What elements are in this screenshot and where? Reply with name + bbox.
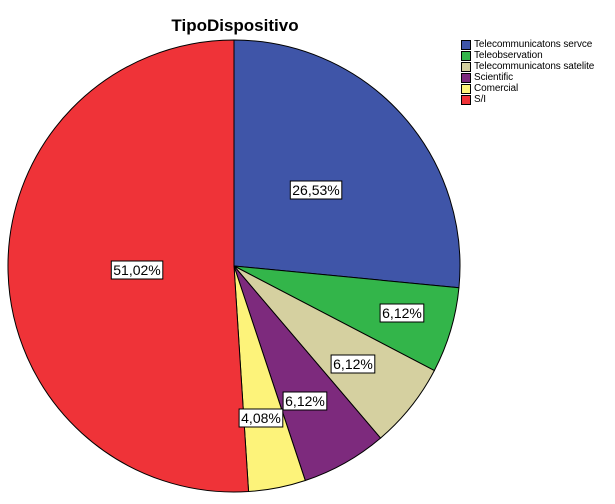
data-label: 51,02% xyxy=(110,260,164,280)
svg-text:26,53%: 26,53% xyxy=(292,182,339,198)
legend-entry: Telecommunicatons servce xyxy=(461,39,594,50)
legend-entry: Teleobservation xyxy=(461,50,594,61)
legend: Telecommunicatons servce Teleobservation T… xyxy=(461,39,594,105)
svg-text:6,12%: 6,12% xyxy=(382,305,422,321)
svg-text:4,08%: 4,08% xyxy=(241,410,281,426)
legend-swatch xyxy=(461,50,471,61)
legend-swatch xyxy=(461,72,471,83)
legend-swatch xyxy=(461,39,471,50)
legend-swatch xyxy=(461,83,471,94)
svg-text:51,02%: 51,02% xyxy=(113,262,160,278)
chart-title: TipoDispositivo xyxy=(171,16,299,35)
legend-label: Telecommunicatons satelite xyxy=(474,61,595,72)
legend-swatch xyxy=(461,94,471,105)
data-label: 6,12% xyxy=(282,391,328,411)
data-label: 6,12% xyxy=(379,303,425,323)
legend-label: Scientific xyxy=(474,72,514,83)
legend-label: Telecommunicatons servce xyxy=(474,39,593,50)
legend-entry: Comercial xyxy=(461,83,594,94)
legend-label: S/I xyxy=(474,94,486,105)
svg-text:6,12%: 6,12% xyxy=(285,393,325,409)
data-label: 26,53% xyxy=(289,180,343,200)
legend-entry: Scientific xyxy=(461,72,594,83)
legend-entry: S/I xyxy=(461,94,594,105)
legend-label: Comercial xyxy=(474,83,519,94)
legend-label: Teleobservation xyxy=(474,50,543,61)
pie-slice xyxy=(233,39,461,289)
svg-text:6,12%: 6,12% xyxy=(333,356,373,372)
data-label: 6,12% xyxy=(330,354,376,374)
data-label: 4,08% xyxy=(238,408,284,428)
legend-entry: Telecommunicatons satelite xyxy=(461,61,594,72)
legend-swatch xyxy=(461,61,471,72)
